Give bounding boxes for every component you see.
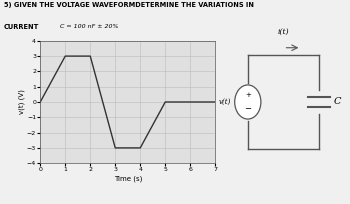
Text: +: + (245, 92, 251, 98)
Text: v(t): v(t) (219, 98, 231, 106)
Circle shape (235, 85, 261, 119)
Text: C = 100 nF ± 20%: C = 100 nF ± 20% (60, 24, 118, 30)
X-axis label: Time (s): Time (s) (113, 175, 142, 182)
Text: i(t): i(t) (278, 27, 289, 35)
Text: CURRENT: CURRENT (4, 24, 39, 30)
Text: −: − (244, 104, 251, 113)
Text: C: C (334, 98, 341, 106)
Text: 5) GIVEN THE VOLTAGE WAVEFORMDETERMINE THE VARIATIONS IN: 5) GIVEN THE VOLTAGE WAVEFORMDETERMINE T… (4, 2, 253, 8)
Y-axis label: v(t) (V): v(t) (V) (19, 90, 26, 114)
